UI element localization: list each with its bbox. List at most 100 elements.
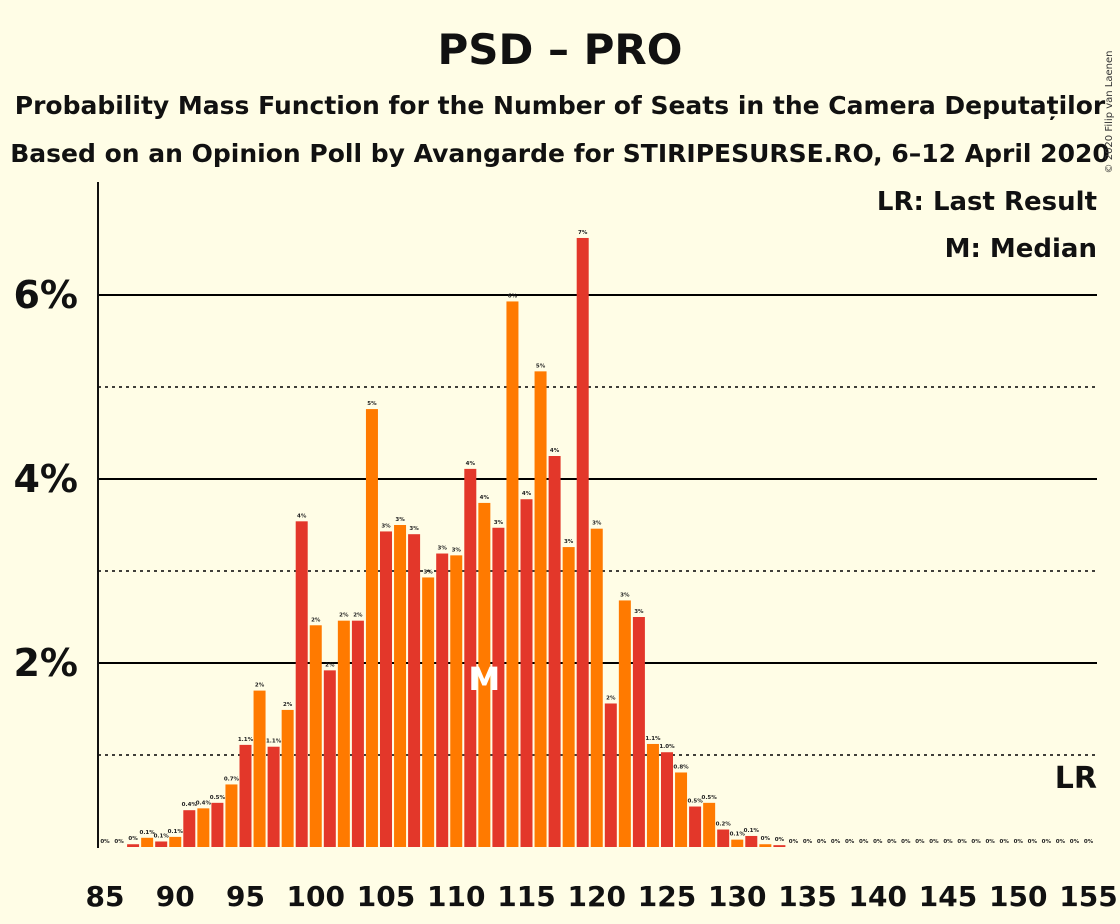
bar-114 — [506, 301, 519, 847]
bar-101 — [323, 670, 336, 847]
bar-label-140: 0% — [873, 839, 883, 845]
bar-112 — [478, 502, 491, 847]
x-tick-155: 155 — [1059, 880, 1117, 913]
bar-128 — [703, 802, 716, 847]
bar-label-86: 0% — [114, 839, 124, 845]
bar-label-85: 0% — [100, 839, 110, 845]
bar-106 — [394, 525, 407, 847]
median-marker: M — [468, 660, 500, 698]
x-tick-100: 100 — [287, 880, 345, 913]
bar-91 — [183, 810, 196, 847]
bar-118 — [562, 547, 575, 847]
y-tick-labels: 2% 4% 6% — [13, 273, 78, 685]
bar-102 — [337, 620, 350, 847]
x-tick-105: 105 — [357, 880, 415, 913]
bar-label-155: 0% — [1084, 839, 1094, 845]
bar-label-87: 0% — [128, 836, 138, 842]
x-tick-85: 85 — [86, 880, 125, 913]
bar-label-124: 1.1% — [645, 736, 661, 742]
bar-label-143: 0% — [915, 839, 925, 845]
y-tick-6: 6% — [13, 273, 78, 317]
bar-label-111: 4% — [466, 461, 476, 467]
bar-label-139: 0% — [859, 839, 869, 845]
x-tick-110: 110 — [427, 880, 485, 913]
bar-123 — [632, 617, 645, 847]
bar-label-138: 0% — [845, 839, 855, 845]
bar-96 — [253, 690, 266, 847]
bar-label-136: 0% — [817, 839, 827, 845]
bar-94 — [225, 784, 238, 847]
bar-107 — [408, 534, 421, 847]
bar-108 — [422, 577, 435, 847]
bar-117 — [548, 456, 561, 847]
bar-label-119: 7% — [578, 230, 588, 236]
x-tick-95: 95 — [226, 880, 265, 913]
bar-111 — [464, 468, 477, 847]
chart-title: PSD – PRO — [438, 25, 683, 74]
bar-label-145: 0% — [943, 839, 953, 845]
bar-97 — [267, 746, 280, 847]
bar-124 — [646, 743, 659, 847]
chart-subtitle: Probability Mass Function for the Number… — [15, 91, 1106, 120]
bar-98 — [281, 709, 294, 847]
bar-label-132: 0% — [761, 836, 771, 842]
bar-label-152: 0% — [1042, 839, 1052, 845]
legend-last-result: LR: Last Result — [877, 187, 1097, 217]
bar-104 — [365, 409, 378, 847]
bar-100 — [309, 625, 322, 847]
bar-87 — [127, 844, 140, 847]
bar-label-108: 3% — [423, 569, 433, 575]
bar-label-110: 3% — [452, 547, 462, 553]
bar-label-107: 3% — [409, 526, 419, 532]
legend-median: M: Median — [945, 234, 1097, 264]
bar-110 — [450, 555, 463, 847]
bar-label-102: 2% — [339, 613, 349, 619]
bar-label-90: 0.1% — [168, 829, 184, 835]
bar-label-150: 0% — [1014, 839, 1024, 845]
bar-label-93: 0.5% — [210, 795, 226, 801]
bar-93 — [211, 802, 224, 847]
bar-label-127: 0.5% — [687, 799, 703, 805]
bar-label-123: 3% — [634, 609, 644, 615]
x-tick-150: 150 — [989, 880, 1047, 913]
x-tick-115: 115 — [497, 880, 555, 913]
bar-label-95: 1.1% — [238, 737, 254, 743]
bar-label-116: 5% — [536, 363, 546, 369]
bar-label-96: 2% — [255, 683, 265, 689]
bar-92 — [197, 808, 210, 847]
bar-label-104: 5% — [367, 401, 377, 407]
bar-132 — [759, 844, 772, 847]
x-tick-135: 135 — [778, 880, 836, 913]
bar-label-112: 4% — [480, 495, 490, 501]
bar-label-109: 3% — [438, 546, 448, 552]
bar-109 — [436, 553, 449, 847]
bar-label-128: 0.5% — [702, 795, 718, 801]
last-result-marker: LR — [1055, 761, 1097, 796]
bar-label-153: 0% — [1056, 839, 1066, 845]
bar-133 — [773, 845, 786, 847]
bar-103 — [351, 620, 364, 847]
bar-label-144: 0% — [929, 839, 939, 845]
y-tick-2: 2% — [13, 641, 78, 685]
bar-122 — [618, 600, 631, 847]
bar-105 — [380, 531, 392, 847]
bar-label-142: 0% — [901, 839, 911, 845]
bar-127 — [689, 806, 702, 847]
bar-88 — [141, 837, 154, 847]
x-tick-145: 145 — [919, 880, 977, 913]
bar-129 — [717, 829, 730, 847]
bar-label-91: 0.4% — [182, 802, 198, 808]
bar-label-146: 0% — [957, 839, 967, 845]
bar-121 — [604, 703, 617, 847]
bar-90 — [169, 836, 182, 847]
bar-label-149: 0% — [1000, 839, 1010, 845]
bar-125 — [661, 752, 673, 847]
bar-label-130: 0.1% — [730, 832, 746, 838]
bar-labels: 0% 0% 0%0.1%0.1%0.1%0.4%0.4%0.5%0.7%1.1%2%… — [100, 230, 1093, 845]
bar-label-98: 2% — [283, 702, 293, 708]
bar-label-94: 0.7% — [224, 776, 240, 782]
bar-113 — [492, 527, 505, 847]
x-tick-labels: 85 90 95 100 105 110 115 120 125 130 135 140 145 150 1… — [86, 880, 1118, 913]
bar-120 — [590, 528, 603, 847]
